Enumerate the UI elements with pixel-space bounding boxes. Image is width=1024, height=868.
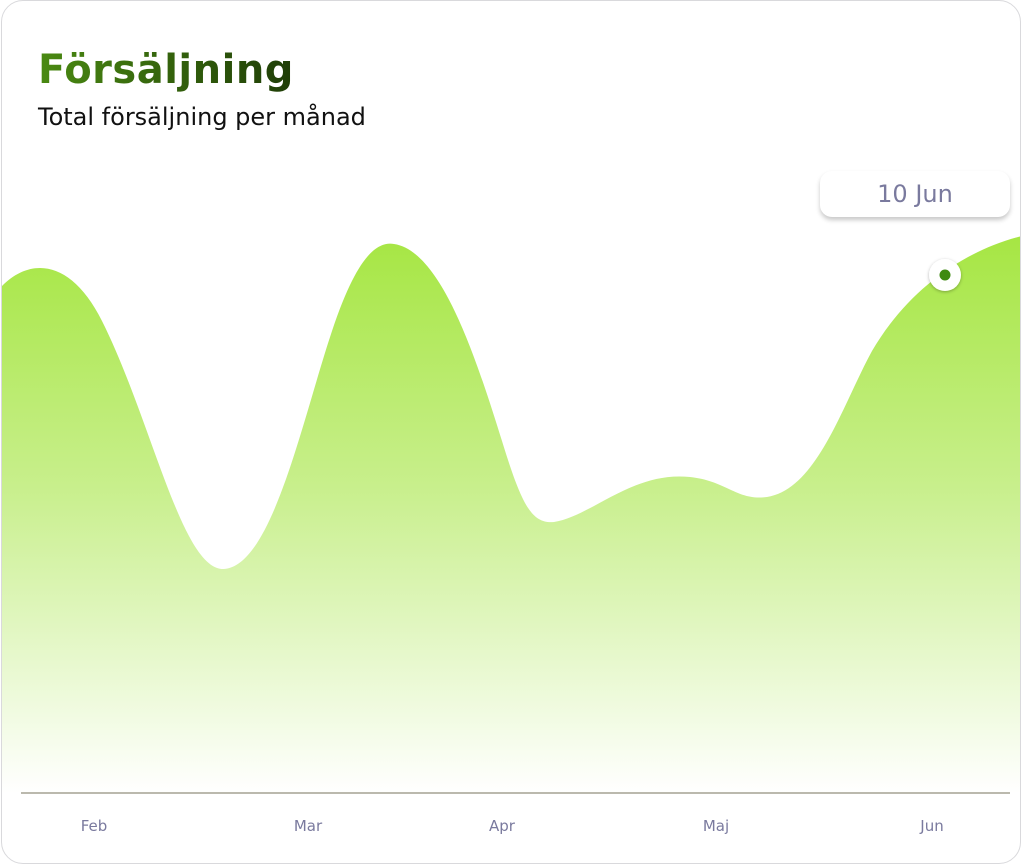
- x-tick-label: Maj: [703, 817, 729, 835]
- x-axis-ticks: Feb Mar Apr Maj Jun: [81, 817, 944, 835]
- highlight-marker[interactable]: [929, 259, 961, 291]
- chart-subtitle: Total försäljning per månad: [38, 103, 366, 131]
- chart-title: Försäljning: [38, 47, 294, 93]
- x-tick-label: Mar: [294, 817, 323, 835]
- highlight-dot: [939, 269, 951, 281]
- sales-area: [2, 236, 1020, 793]
- x-tick-label: Jun: [919, 817, 943, 835]
- date-tooltip: 10 Jun: [820, 171, 1010, 217]
- x-tick-label: Feb: [81, 817, 108, 835]
- x-tick-label: Apr: [489, 817, 516, 835]
